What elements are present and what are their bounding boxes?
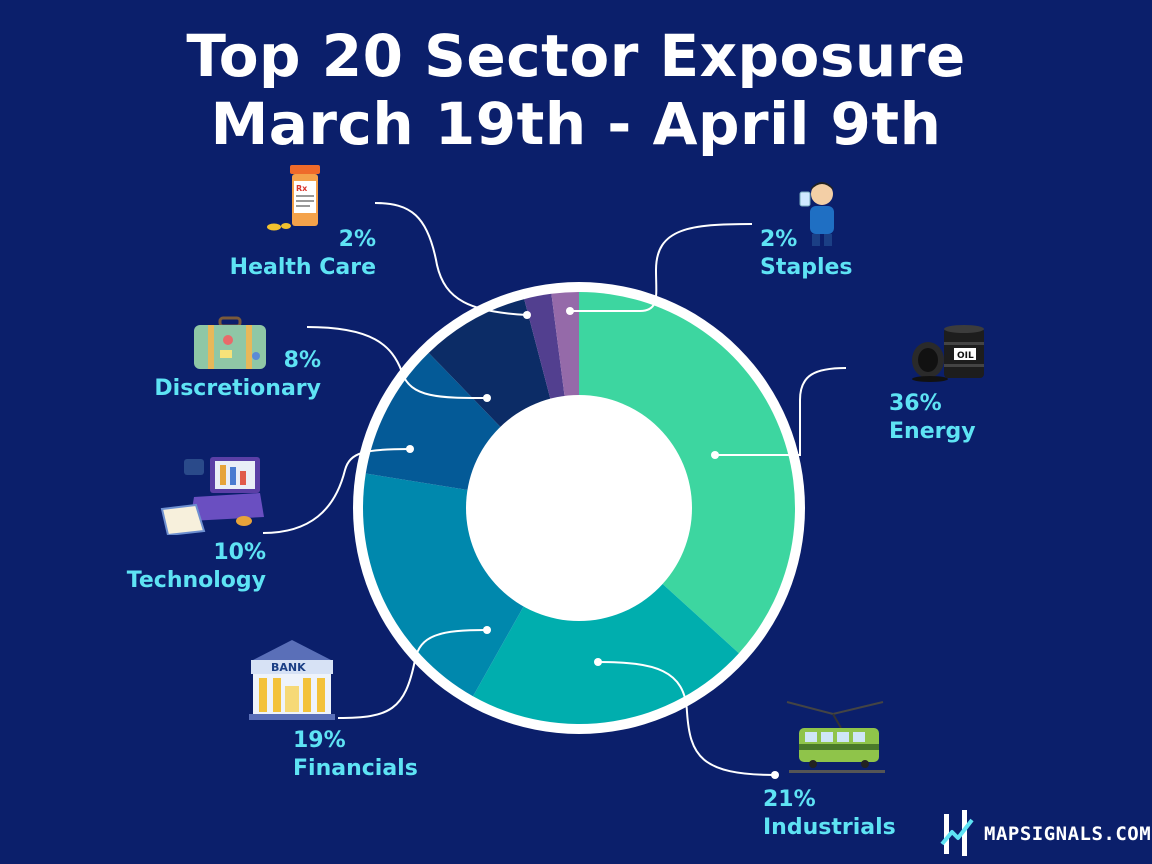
oil-barrel-text: OIL [957,351,974,361]
leader-dot-discretionary-inner [483,394,491,402]
leader-line-technology [262,448,411,534]
label-staples: 2% Staples [760,226,853,282]
label-health-care-name: Health Care [229,255,376,280]
label-industrials-name: Industrials [763,815,896,840]
pill-bottle-rx-text: Rx [296,184,308,193]
label-health-care-value: 2% [338,227,376,252]
person-drinking-icon [799,182,834,246]
label-financials: 19% Financials [293,727,418,783]
leader-line-financials [337,629,488,719]
chart-title: Top 20 Sector Exposure March 19th - Apri… [0,22,1152,158]
brand-text: MAPSIGNALS.COM [984,823,1152,845]
leader-line-discretionary [306,326,488,399]
bank-sign-text: BANK [271,661,306,674]
leader-dot-technology-inner [406,445,414,453]
label-discretionary-name: Discretionary [154,376,321,401]
label-financials-value: 19% [293,728,346,753]
oil-barrel-icon: OIL [912,325,984,382]
laptop-icon [160,457,264,535]
suitcase-icon [194,316,266,369]
slice-energy [579,292,795,654]
leader-line-staples [570,223,753,312]
brand-footer: MAPSIGNALS.COM [940,808,1151,860]
label-energy-value: 36% [889,391,942,416]
chart-title-line-2: March 19th - April 9th [210,90,942,158]
label-technology-name: Technology [126,568,266,593]
label-staples-value: 2% [760,227,798,252]
leader-dot-financials-inner [483,626,491,634]
label-staples-name: Staples [760,255,853,280]
leader-dot-industrials-outer [771,771,779,779]
pill-bottle-icon: Rx [267,165,320,231]
label-energy-name: Energy [889,419,976,444]
mapsignals-logo-icon [940,810,974,856]
label-energy: 36% Energy [889,390,976,446]
label-technology-value: 10% [213,540,266,565]
leader-dot-energy-inner [711,451,719,459]
label-industrials: 21% Industrials [763,786,896,842]
leader-line-health-care [374,202,528,316]
label-industrials-value: 21% [763,787,816,812]
label-technology: 10% Technology [127,539,266,595]
leader-line-energy [715,367,847,456]
leader-dot-industrials-inner [594,658,602,666]
leader-dot-health-care-inner [523,311,531,319]
label-health-care: 2% Health Care [230,226,376,282]
label-discretionary: 8% Discretionary [154,347,321,403]
leader-line-industrials [597,661,776,776]
train-icon [786,701,885,773]
chart-title-line-1: Top 20 Sector Exposure [186,22,966,90]
label-financials-name: Financials [293,756,418,781]
label-discretionary-value: 8% [283,348,321,373]
bank-icon: BANK [249,640,335,720]
leader-dot-staples-inner [566,307,574,315]
donut-hole [466,395,692,621]
